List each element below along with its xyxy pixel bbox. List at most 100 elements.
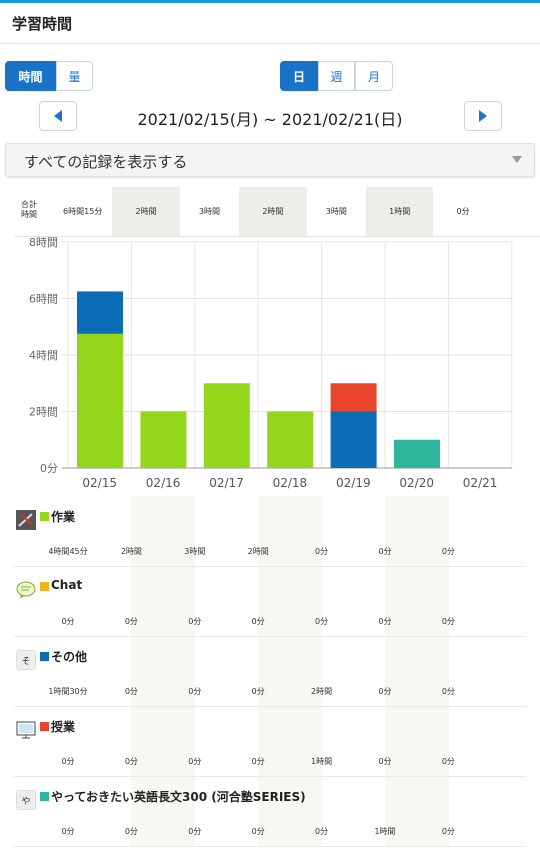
category-name[interactable]: 作業 <box>51 510 76 524</box>
category-day-value: 0分 <box>251 757 265 766</box>
row-divider <box>14 846 526 847</box>
category-name[interactable]: Chat <box>51 578 83 592</box>
x-tick-label: 02/20 <box>399 476 434 490</box>
time-mode-button[interactable]: 時間 <box>5 61 56 91</box>
category-day-value: 0分 <box>61 617 75 626</box>
category-color-swatch <box>40 722 49 731</box>
x-tick-label: 02/19 <box>336 476 371 490</box>
column-shade <box>385 496 449 846</box>
month-tab[interactable]: 月 <box>355 61 393 91</box>
category-day-value: 0分 <box>188 687 202 696</box>
total-cell: 2時間 <box>112 187 180 236</box>
category-day-value: 0分 <box>251 687 265 696</box>
bar-segment <box>77 333 123 468</box>
page-header: 学習時間 <box>0 3 540 44</box>
arrow-left-icon <box>54 110 62 122</box>
totals-label-text: 合計 時間 <box>21 200 37 219</box>
category-day-value: 2時間 <box>311 687 333 696</box>
total-cell: 6時間15分 <box>63 207 103 216</box>
category-day-value: 1時間 <box>311 757 333 766</box>
record-filter-select[interactable]: すべての記録を表示する <box>5 143 535 177</box>
category-day-value: 2時間 <box>247 547 269 556</box>
category-day-value: 0分 <box>378 687 392 696</box>
total-cell: 2時間 <box>239 187 307 236</box>
bar-segment <box>330 383 377 412</box>
category-day-value: 0分 <box>251 617 265 626</box>
category-day-value: 0分 <box>188 827 202 836</box>
letter-icon: そ <box>16 650 36 670</box>
category-day-value: 1時間 <box>374 827 396 836</box>
category-day-value: 0分 <box>124 757 138 766</box>
category-name[interactable]: 授業 <box>51 720 76 734</box>
category-name[interactable]: その他 <box>51 650 88 664</box>
y-tick-label: 2時間 <box>29 406 58 419</box>
chat-bubble-icon <box>16 580 36 600</box>
category-color-swatch <box>40 652 49 661</box>
category-day-value: 0分 <box>378 617 392 626</box>
y-tick-label: 6時間 <box>29 293 58 306</box>
totals-divider <box>14 236 540 237</box>
category-color-swatch <box>40 582 49 591</box>
total-cell: 1時間 <box>366 187 434 236</box>
bar-segment <box>267 411 314 468</box>
category-day-value: 0分 <box>441 757 455 766</box>
bar-segment <box>203 383 250 468</box>
amount-mode-button[interactable]: 量 <box>56 61 93 91</box>
week-tab[interactable]: 週 <box>318 61 355 91</box>
x-tick-label: 02/18 <box>273 476 308 490</box>
x-tick-label: 02/21 <box>463 476 498 490</box>
category-color-swatch <box>40 512 49 521</box>
monitor-icon <box>16 720 36 740</box>
category-day-value: 0分 <box>441 547 455 556</box>
row-divider <box>14 776 526 777</box>
top-accent-bar <box>0 0 540 3</box>
category-day-value: 0分 <box>124 687 138 696</box>
totals-label: 合計 時間 <box>14 200 44 220</box>
total-cell: 3時間 <box>325 207 347 216</box>
category-day-value: 0分 <box>61 757 75 766</box>
total-cell: 0分 <box>456 207 470 216</box>
y-tick-label: 8時間 <box>29 236 58 249</box>
total-cell: 3時間 <box>198 207 221 216</box>
row-divider <box>14 636 526 637</box>
category-day-value: 0分 <box>124 827 138 836</box>
arrow-right-icon <box>479 110 487 122</box>
category-day-value: 0分 <box>251 827 265 836</box>
letter-icon: や <box>16 790 36 810</box>
row-divider <box>14 566 526 567</box>
category-day-value: 0分 <box>378 547 392 556</box>
x-tick-label: 02/16 <box>146 476 181 490</box>
category-day-value: 0分 <box>315 827 329 836</box>
y-tick-label: 0分 <box>40 462 58 475</box>
x-tick-label: 02/15 <box>82 476 117 490</box>
category-day-value: 0分 <box>315 547 329 556</box>
category-day-value: 0分 <box>441 617 455 626</box>
category-day-value: 2時間 <box>120 547 142 556</box>
category-day-value: 4時間45分 <box>48 547 88 556</box>
category-color-swatch <box>40 792 49 801</box>
category-day-value: 0分 <box>124 617 138 626</box>
period-toggle: 日 週 月 <box>280 61 393 91</box>
day-tab[interactable]: 日 <box>280 61 318 91</box>
y-tick-label: 4時間 <box>29 349 58 362</box>
category-name[interactable]: やっておきたい英語長文300 (河合塾SERIES) <box>51 790 306 804</box>
category-day-value: 3時間 <box>184 547 206 556</box>
bar-segment <box>394 439 440 468</box>
next-week-button[interactable] <box>464 101 502 131</box>
x-tick-label: 02/17 <box>209 476 244 490</box>
category-day-value: 0分 <box>188 757 202 766</box>
prev-week-button[interactable] <box>39 101 77 131</box>
category-day-value: 0分 <box>315 617 329 626</box>
chevron-down-icon <box>512 156 522 163</box>
tools-icon <box>16 510 36 530</box>
category-day-value: 0分 <box>378 757 392 766</box>
bar-segment <box>77 291 123 334</box>
row-divider <box>14 706 526 707</box>
category-day-value: 0分 <box>188 617 202 626</box>
category-day-value: 0分 <box>441 827 455 836</box>
bar-segment <box>140 411 187 468</box>
bar-segment <box>330 411 377 468</box>
study-time-chart: 0分 2時間 4時間 6時間 8時間 02/15 02/16 02/17 02/18 02/19 0… <box>29 236 513 490</box>
category-day-value: 0分 <box>441 687 455 696</box>
page-title: 学習時間 <box>12 15 73 33</box>
